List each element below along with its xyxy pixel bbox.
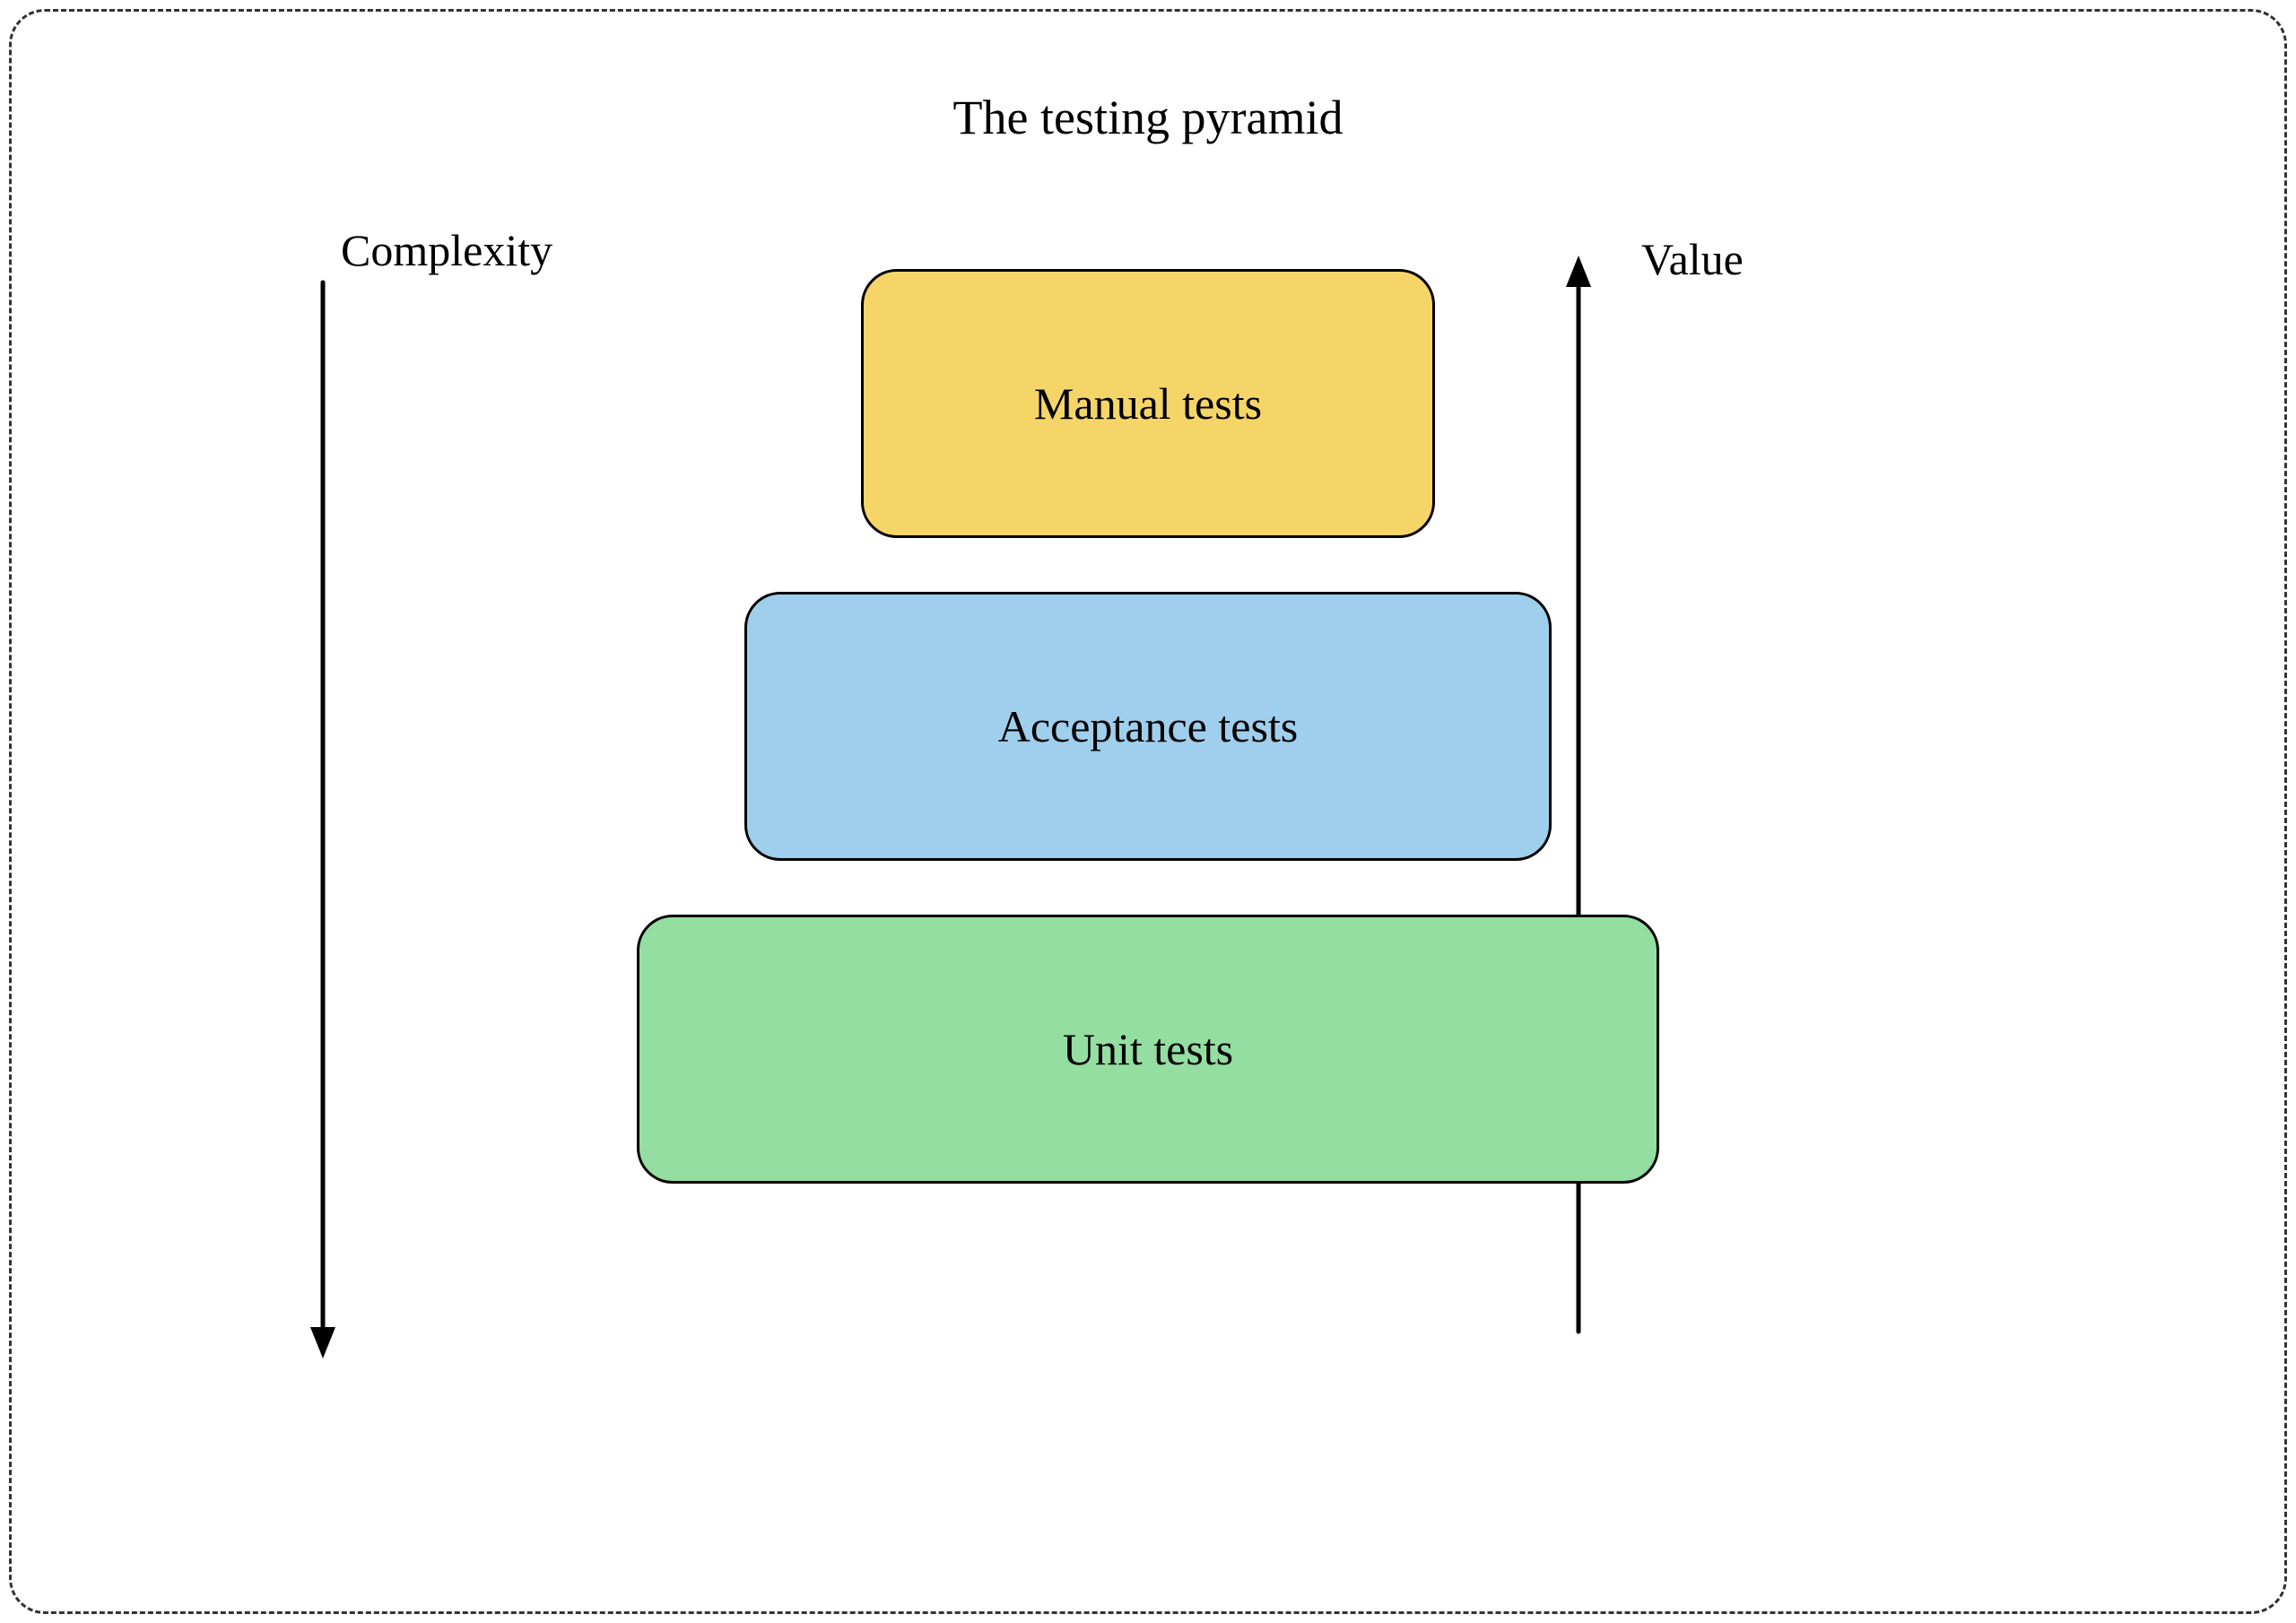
pyramid-block-acceptance: Acceptance tests — [744, 592, 1552, 861]
pyramid-container: Manual tests Acceptance tests Unit tests — [637, 269, 1659, 1184]
pyramid-block-label: Manual tests — [1034, 378, 1262, 430]
diagram-title: The testing pyramid — [953, 90, 1344, 145]
pyramid-block-label: Unit tests — [1063, 1023, 1233, 1075]
pyramid-block-manual: Manual tests — [861, 269, 1435, 538]
complexity-arrow-icon — [305, 278, 341, 1363]
pyramid-block-label: Acceptance tests — [998, 700, 1299, 752]
pyramid-block-unit: Unit tests — [637, 915, 1659, 1184]
complexity-label: Complexity — [341, 224, 552, 276]
